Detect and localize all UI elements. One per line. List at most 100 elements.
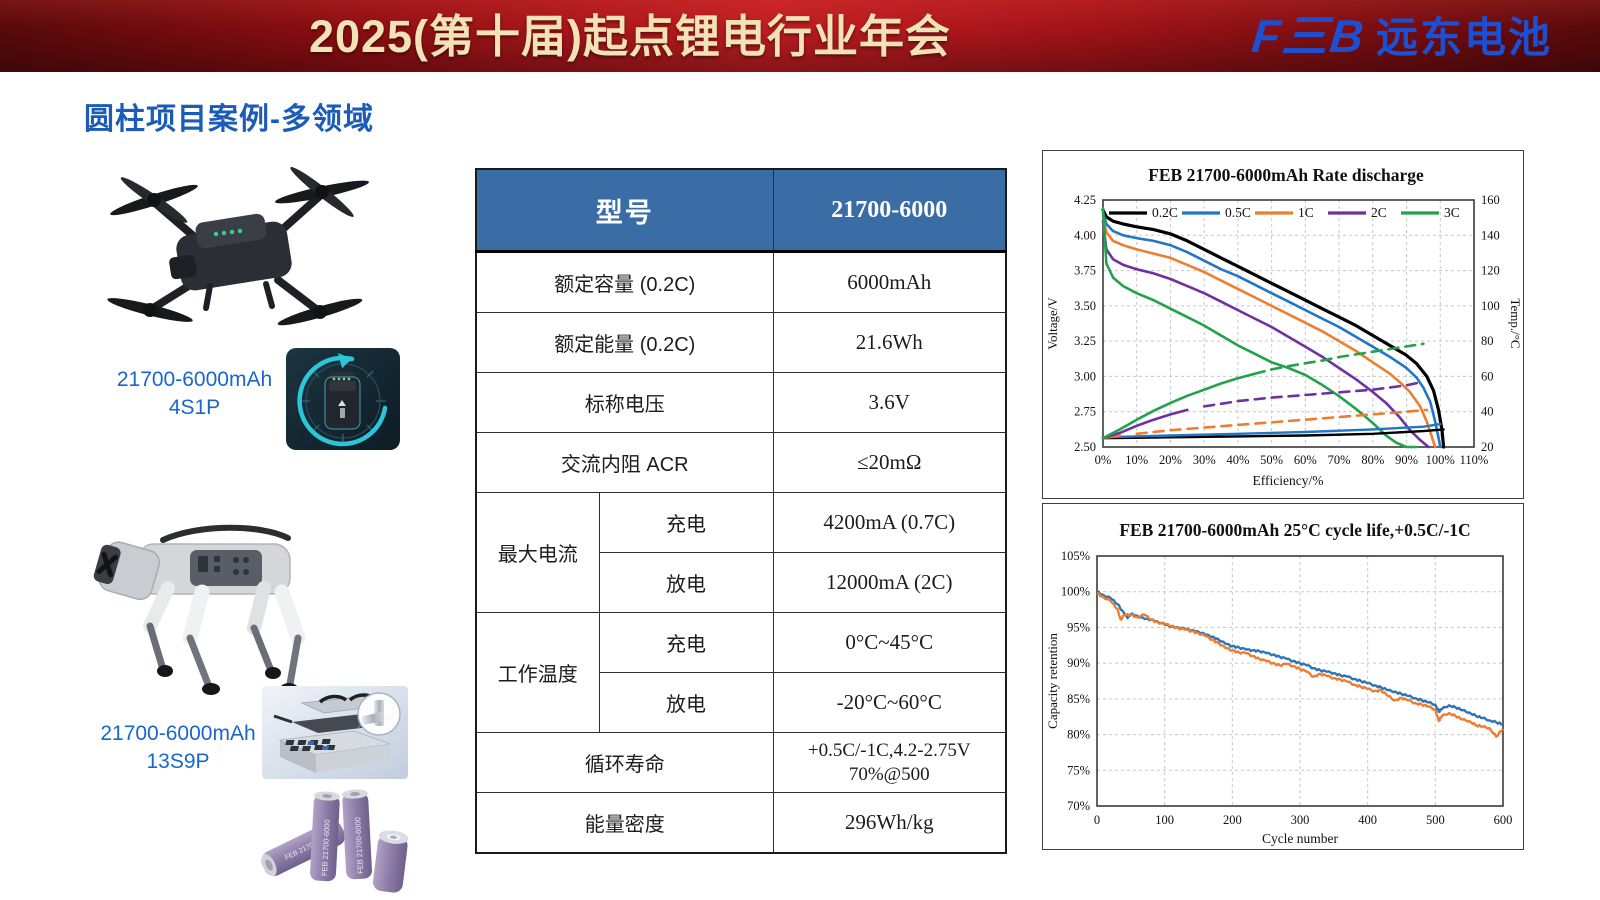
spec-row-temp-charge: 工作温度 充电 0°C~45°C <box>475 612 1007 733</box>
spec-label: 额定能量 (0.2C) <box>475 312 774 373</box>
battery-pack-inset <box>262 686 408 779</box>
svg-text:10%: 10% <box>1125 453 1148 467</box>
svg-text:0: 0 <box>1094 813 1100 827</box>
spec-label: 充电 <box>598 492 774 553</box>
spec-label: 放电 <box>598 552 774 613</box>
robot-dog-illustration <box>93 524 306 695</box>
logo-company-name: 远东电池 <box>1375 14 1552 61</box>
svg-text:60%: 60% <box>1294 453 1317 467</box>
svg-text:Cycle number: Cycle number <box>1262 831 1339 846</box>
svg-text:2.50: 2.50 <box>1074 440 1096 454</box>
svg-text:85%: 85% <box>1067 692 1090 706</box>
svg-text:70%: 70% <box>1328 453 1351 467</box>
logo-feb-mark: F三B <box>1249 10 1369 62</box>
svg-text:3.25: 3.25 <box>1074 334 1096 348</box>
svg-text:FEB 21700-6000: FEB 21700-6000 <box>320 819 332 876</box>
svg-text:160: 160 <box>1481 193 1500 207</box>
svg-text:90%: 90% <box>1067 656 1090 670</box>
svg-text:20%: 20% <box>1159 453 1182 467</box>
svg-text:105%: 105% <box>1061 549 1090 563</box>
svg-text:600: 600 <box>1494 813 1513 827</box>
dog-pack-config: 13S9P <box>146 749 210 773</box>
spec-label: 能量密度 <box>475 792 774 854</box>
svg-text:3C: 3C <box>1444 205 1460 220</box>
spec-label: 循环寿命 <box>475 732 774 793</box>
spec-value: 6000mAh <box>772 251 1007 313</box>
page-title: 圆柱项目案例-多领域 <box>84 103 374 136</box>
spec-label: 充电 <box>598 612 774 673</box>
spec-value: 21.6Wh <box>772 312 1007 373</box>
drone-pack-config: 4S1P <box>168 395 221 419</box>
drone-image <box>70 138 400 366</box>
svg-text:50%: 50% <box>1260 453 1283 467</box>
spec-value: -20°C~60°C <box>772 672 1007 733</box>
svg-text:Temp./°C: Temp./°C <box>1508 298 1523 348</box>
svg-text:0.5C: 0.5C <box>1225 205 1251 220</box>
spec-value: 12000mA (2C) <box>772 552 1007 613</box>
cycle-life-line2: 70%@500 <box>848 763 930 785</box>
spec-value: 296Wh/kg <box>772 792 1007 854</box>
svg-text:100: 100 <box>1481 299 1500 313</box>
svg-text:FEB 21700-6000mAh Rate dischar: FEB 21700-6000mAh Rate discharge <box>1148 165 1424 185</box>
battery-cells-image: FEB 21700-6000 FEB 21700-6000 FEB 21700-… <box>252 782 424 894</box>
spec-row-voltage: 标称电压 3.6V <box>475 372 1007 433</box>
svg-text:120: 120 <box>1481 264 1500 278</box>
svg-text:Capacity retention: Capacity retention <box>1045 633 1060 729</box>
spec-value: +0.5C/-1C,4.2-2.75V 70%@500 <box>772 732 1007 793</box>
svg-text:20: 20 <box>1481 440 1494 454</box>
spec-label: 额定容量 (0.2C) <box>475 251 774 313</box>
svg-text:3.00: 3.00 <box>1074 369 1096 383</box>
spec-row-acr: 交流内阻 ACR ≤20mΩ <box>475 432 1007 493</box>
svg-text:1C: 1C <box>1298 205 1314 220</box>
rate-discharge-chart-card: FEB 21700-6000mAh Rate discharge 4.25 160 4… <box>1042 150 1524 499</box>
svg-text:100%: 100% <box>1426 453 1455 467</box>
banner-title: 2025(第十届)起点锂电行业年会 <box>308 11 952 62</box>
svg-text:60: 60 <box>1481 369 1494 383</box>
drone-battery-inset <box>286 348 400 450</box>
battery-pack-illustration <box>262 686 408 779</box>
svg-text:Efficiency/%: Efficiency/% <box>1253 473 1324 488</box>
svg-text:Voltage/V: Voltage/V <box>1045 297 1060 350</box>
dog-battery-model: 21700-6000mAh <box>100 722 256 745</box>
spec-group-working-temp: 工作温度 <box>475 612 600 733</box>
svg-text:0%: 0% <box>1095 453 1112 467</box>
svg-text:90%: 90% <box>1395 453 1418 467</box>
svg-text:40%: 40% <box>1226 453 1249 467</box>
svg-text:4.25: 4.25 <box>1074 193 1096 207</box>
spec-label: 交流内阻 ACR <box>475 432 774 493</box>
cycle-life-chart: FEB 21700-6000mAh 25°C cycle life,+0.5C/… <box>1045 520 1513 846</box>
svg-text:400: 400 <box>1358 813 1377 827</box>
battery-cells-illustration: FEB 21700-6000 FEB 21700-6000 FEB 21700-… <box>261 789 409 893</box>
drone-battery-label: 21700-6000mAh 4S1P <box>92 366 297 421</box>
svg-text:FEB 21700-6000: FEB 21700-6000 <box>353 817 365 874</box>
drone-battery-model: 21700-6000mAh <box>116 368 273 391</box>
banner: 2025(第十届)起点锂电行业年会 F三B 远东电池 <box>0 0 1600 72</box>
spec-value: 3.6V <box>772 372 1007 433</box>
company-logo: F三B 远东电池 <box>1249 10 1552 62</box>
spec-value: ≤20mΩ <box>772 432 1007 493</box>
svg-text:2.75: 2.75 <box>1074 405 1096 419</box>
cycle-life-chart-card: FEB 21700-6000mAh 25°C cycle life,+0.5C/… <box>1042 503 1524 850</box>
spec-header-model-value: 21700-6000 <box>772 168 1007 253</box>
drone-illustration <box>107 167 369 326</box>
svg-text:140: 140 <box>1481 228 1500 242</box>
spec-table: 型号 21700-6000 额定容量 (0.2C) 6000mAh 额定能量 (… <box>475 168 1007 854</box>
svg-text:500: 500 <box>1426 813 1445 827</box>
spec-group-max-current: 最大电流 <box>475 492 600 613</box>
spec-row-energy-density: 能量密度 296Wh/kg <box>475 792 1007 854</box>
spec-value: 0°C~45°C <box>772 612 1007 673</box>
svg-text:3.50: 3.50 <box>1074 299 1096 313</box>
svg-text:4.00: 4.00 <box>1074 228 1096 242</box>
svg-text:100: 100 <box>1155 813 1174 827</box>
svg-text:95%: 95% <box>1067 620 1090 634</box>
spec-header-model-label: 型号 <box>475 168 774 253</box>
svg-text:40: 40 <box>1481 405 1494 419</box>
spec-row-max-current-discharge: 放电 12000mA (2C) <box>476 552 1007 613</box>
spec-value: 4200mA (0.7C) <box>772 492 1007 553</box>
svg-text:FEB 21700-6000mAh 25°C cycle l: FEB 21700-6000mAh 25°C cycle life,+0.5C/… <box>1119 520 1470 540</box>
spec-label: 标称电压 <box>475 372 774 433</box>
spec-row-cycle-life: 循环寿命 +0.5C/-1C,4.2-2.75V 70%@500 <box>475 732 1007 793</box>
svg-text:100%: 100% <box>1061 585 1090 599</box>
drone-battery-pack-illustration <box>286 348 400 450</box>
